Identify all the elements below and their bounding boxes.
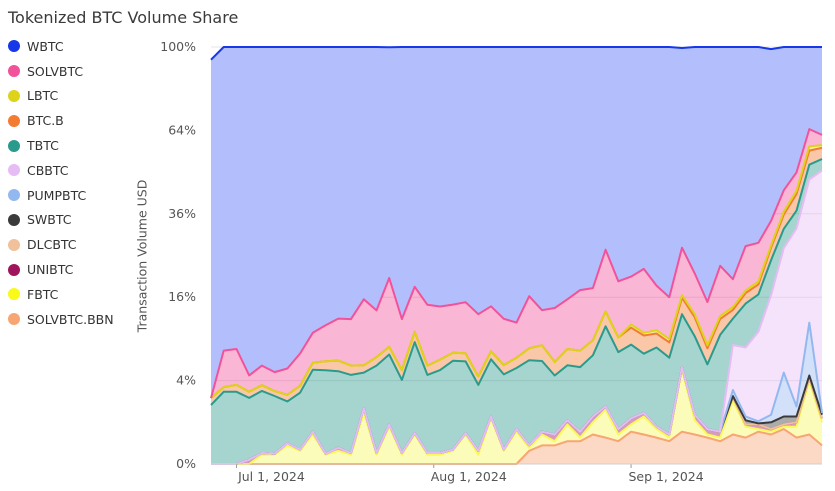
y-tick-label: 0% (176, 456, 196, 471)
wbtc-swatch-icon (8, 40, 20, 53)
y-tick-label: 36% (168, 206, 196, 221)
legend-item-btc-b[interactable]: BTC.B (8, 108, 114, 133)
legend-label: UNIBTC (27, 262, 74, 278)
fbtc-swatch-icon (8, 288, 20, 301)
legend-label: BTC.B (27, 113, 64, 129)
pumpbtc-swatch-icon (8, 189, 20, 202)
y-tick-label: 64% (168, 122, 196, 137)
solvbtc-swatch-icon (8, 65, 20, 78)
legend-item-dlcbtc[interactable]: DLCBTC (8, 232, 114, 257)
y-tick-label: 100% (160, 39, 196, 54)
legend-item-cbbtc[interactable]: CBBTC (8, 158, 114, 183)
solvbtc-bbn-swatch-icon (8, 313, 20, 326)
legend-item-solvbtc-bbn[interactable]: SOLVBTC.BBN (8, 307, 114, 332)
legend: WBTC SOLVBTC LBTC BTC.B TBTC CBBTC PUMPB… (8, 34, 114, 332)
legend-item-lbtc[interactable]: LBTC (8, 84, 114, 109)
y-tick-label: 16% (168, 289, 196, 304)
legend-label: WBTC (27, 38, 64, 54)
line-solvbtc (210, 128, 823, 399)
area-wbtc[interactable] (211, 47, 822, 399)
legend-item-tbtc[interactable]: TBTC (8, 133, 114, 158)
legend-label: PUMPBTC (27, 187, 87, 203)
btc-b-swatch-icon (8, 114, 20, 127)
chart-title: Tokenized BTC Volume Share (8, 8, 239, 27)
legend-label: DLCBTC (27, 237, 77, 253)
legend-item-swbtc[interactable]: SWBTC (8, 208, 114, 233)
legend-label: SWBTC (27, 212, 72, 228)
legend-item-pumpbtc[interactable]: PUMPBTC (8, 183, 114, 208)
legend-label: FBTC (27, 286, 59, 302)
legend-item-wbtc[interactable]: WBTC (8, 34, 114, 59)
legend-item-fbtc[interactable]: FBTC (8, 282, 114, 307)
dlcbtc-swatch-icon (8, 238, 20, 251)
area-tbtc[interactable] (211, 159, 822, 464)
lbtc-swatch-icon (8, 89, 20, 102)
cbbtc-swatch-icon (8, 164, 20, 177)
x-tick-label: Sep 1, 2024 (628, 469, 703, 484)
y-tick-label: 4% (176, 373, 196, 388)
area-solvbtc[interactable] (211, 129, 822, 399)
x-tick-label: Jul 1, 2024 (237, 469, 305, 484)
swbtc-swatch-icon (8, 213, 20, 226)
unibtc-swatch-icon (8, 263, 20, 276)
area-solvbtc-bbn[interactable] (211, 429, 822, 464)
x-tick-label: Aug 1, 2024 (431, 469, 507, 484)
legend-label: LBTC (27, 88, 59, 104)
legend-item-unibtc[interactable]: UNIBTC (8, 257, 114, 282)
legend-label: SOLVBTC (27, 63, 84, 79)
line-fbtc (211, 368, 823, 465)
legend-label: SOLVBTC.BBN (27, 311, 114, 327)
line-cbbtc (211, 169, 823, 465)
legend-label: TBTC (27, 138, 59, 154)
line-wbtc (210, 46, 822, 61)
legend-item-solvbtc[interactable]: SOLVBTC (8, 59, 114, 84)
tbtc-swatch-icon (8, 139, 20, 152)
line-lbtc (210, 144, 823, 399)
line-tbtc (210, 158, 823, 406)
legend-label: CBBTC (27, 162, 69, 178)
